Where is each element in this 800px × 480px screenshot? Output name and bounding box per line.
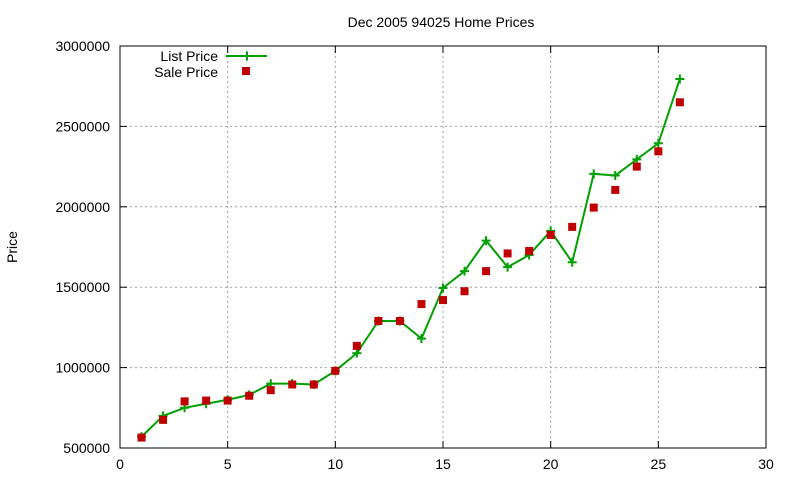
legend-label-list-price: List Price: [160, 48, 218, 64]
sale-price-point: [331, 366, 340, 375]
sale-price-point: [417, 300, 426, 309]
list-price-point: [632, 154, 642, 164]
sale-price-point: [654, 147, 663, 156]
legend: List Price Sale Price: [154, 48, 267, 80]
grid: [120, 46, 766, 448]
x-tick-label: 30: [758, 456, 774, 472]
y-axis-label: Price: [4, 231, 20, 263]
list-price-point: [438, 283, 448, 293]
axis-ticks: 0 5 10 15 20 25 30 500000 1000000 1500000 2000000 2…: [55, 38, 774, 472]
legend-label-sale-price: Sale Price: [154, 64, 218, 80]
sale-price-point: [245, 391, 254, 400]
sale-price-point: [309, 380, 318, 389]
list-price-point: [589, 169, 599, 179]
y-tick-label: 1500000: [55, 279, 110, 295]
sale-price-point: [374, 316, 383, 325]
sale-price-point: [395, 316, 404, 325]
sale-price-point: [503, 249, 512, 258]
sale-price-point: [266, 386, 275, 395]
x-tick-label: 20: [543, 456, 559, 472]
x-tick-label: 15: [435, 456, 451, 472]
plot-frame: [119, 45, 767, 449]
sale-price-point: [611, 185, 620, 194]
y-tick-label: 2500000: [55, 118, 110, 134]
x-tick-label: 5: [224, 456, 232, 472]
sale-price-point: [589, 203, 598, 212]
sale-price-point: [460, 287, 469, 296]
x-tick-label: 0: [116, 456, 124, 472]
list-price-point: [460, 266, 470, 276]
list-price-point: [481, 236, 491, 246]
list-price-point: [416, 334, 426, 344]
list-price-point: [675, 74, 685, 84]
chart-title: Dec 2005 94025 Home Prices: [348, 14, 535, 30]
sale-price-point: [568, 222, 577, 231]
sale-price-point: [352, 341, 361, 350]
sale-price-point: [180, 397, 189, 406]
sale-price-point: [482, 267, 491, 276]
sale-price-point: [288, 380, 297, 389]
sale-price-point: [546, 230, 555, 239]
series-line-list-price: [140, 78, 681, 438]
sale-price-point: [525, 247, 534, 256]
sale-price-point: [223, 396, 232, 405]
sale-price-point: [439, 296, 447, 305]
sale-price-point: [202, 396, 211, 405]
x-tick-label: 10: [328, 456, 344, 472]
x-tick-label: 25: [651, 456, 667, 472]
y-tick-label: 2000000: [55, 199, 110, 215]
plot-area: [137, 74, 685, 442]
y-tick-label: 3000000: [55, 38, 110, 54]
sale-price-point: [632, 162, 641, 171]
sale-price-point: [675, 98, 684, 107]
legend-marker-sale-price: [242, 67, 250, 75]
list-price-point: [567, 257, 577, 267]
list-price-point: [352, 348, 362, 358]
list-price-point: [503, 262, 513, 272]
sale-price-point: [137, 433, 146, 442]
list-price-point: [653, 138, 663, 148]
y-tick-label: 1000000: [55, 360, 110, 376]
list-price-point: [610, 170, 620, 180]
legend-marker-list-price: [242, 51, 252, 61]
y-tick-label: 500000: [63, 440, 110, 456]
sale-price-point: [159, 415, 168, 424]
